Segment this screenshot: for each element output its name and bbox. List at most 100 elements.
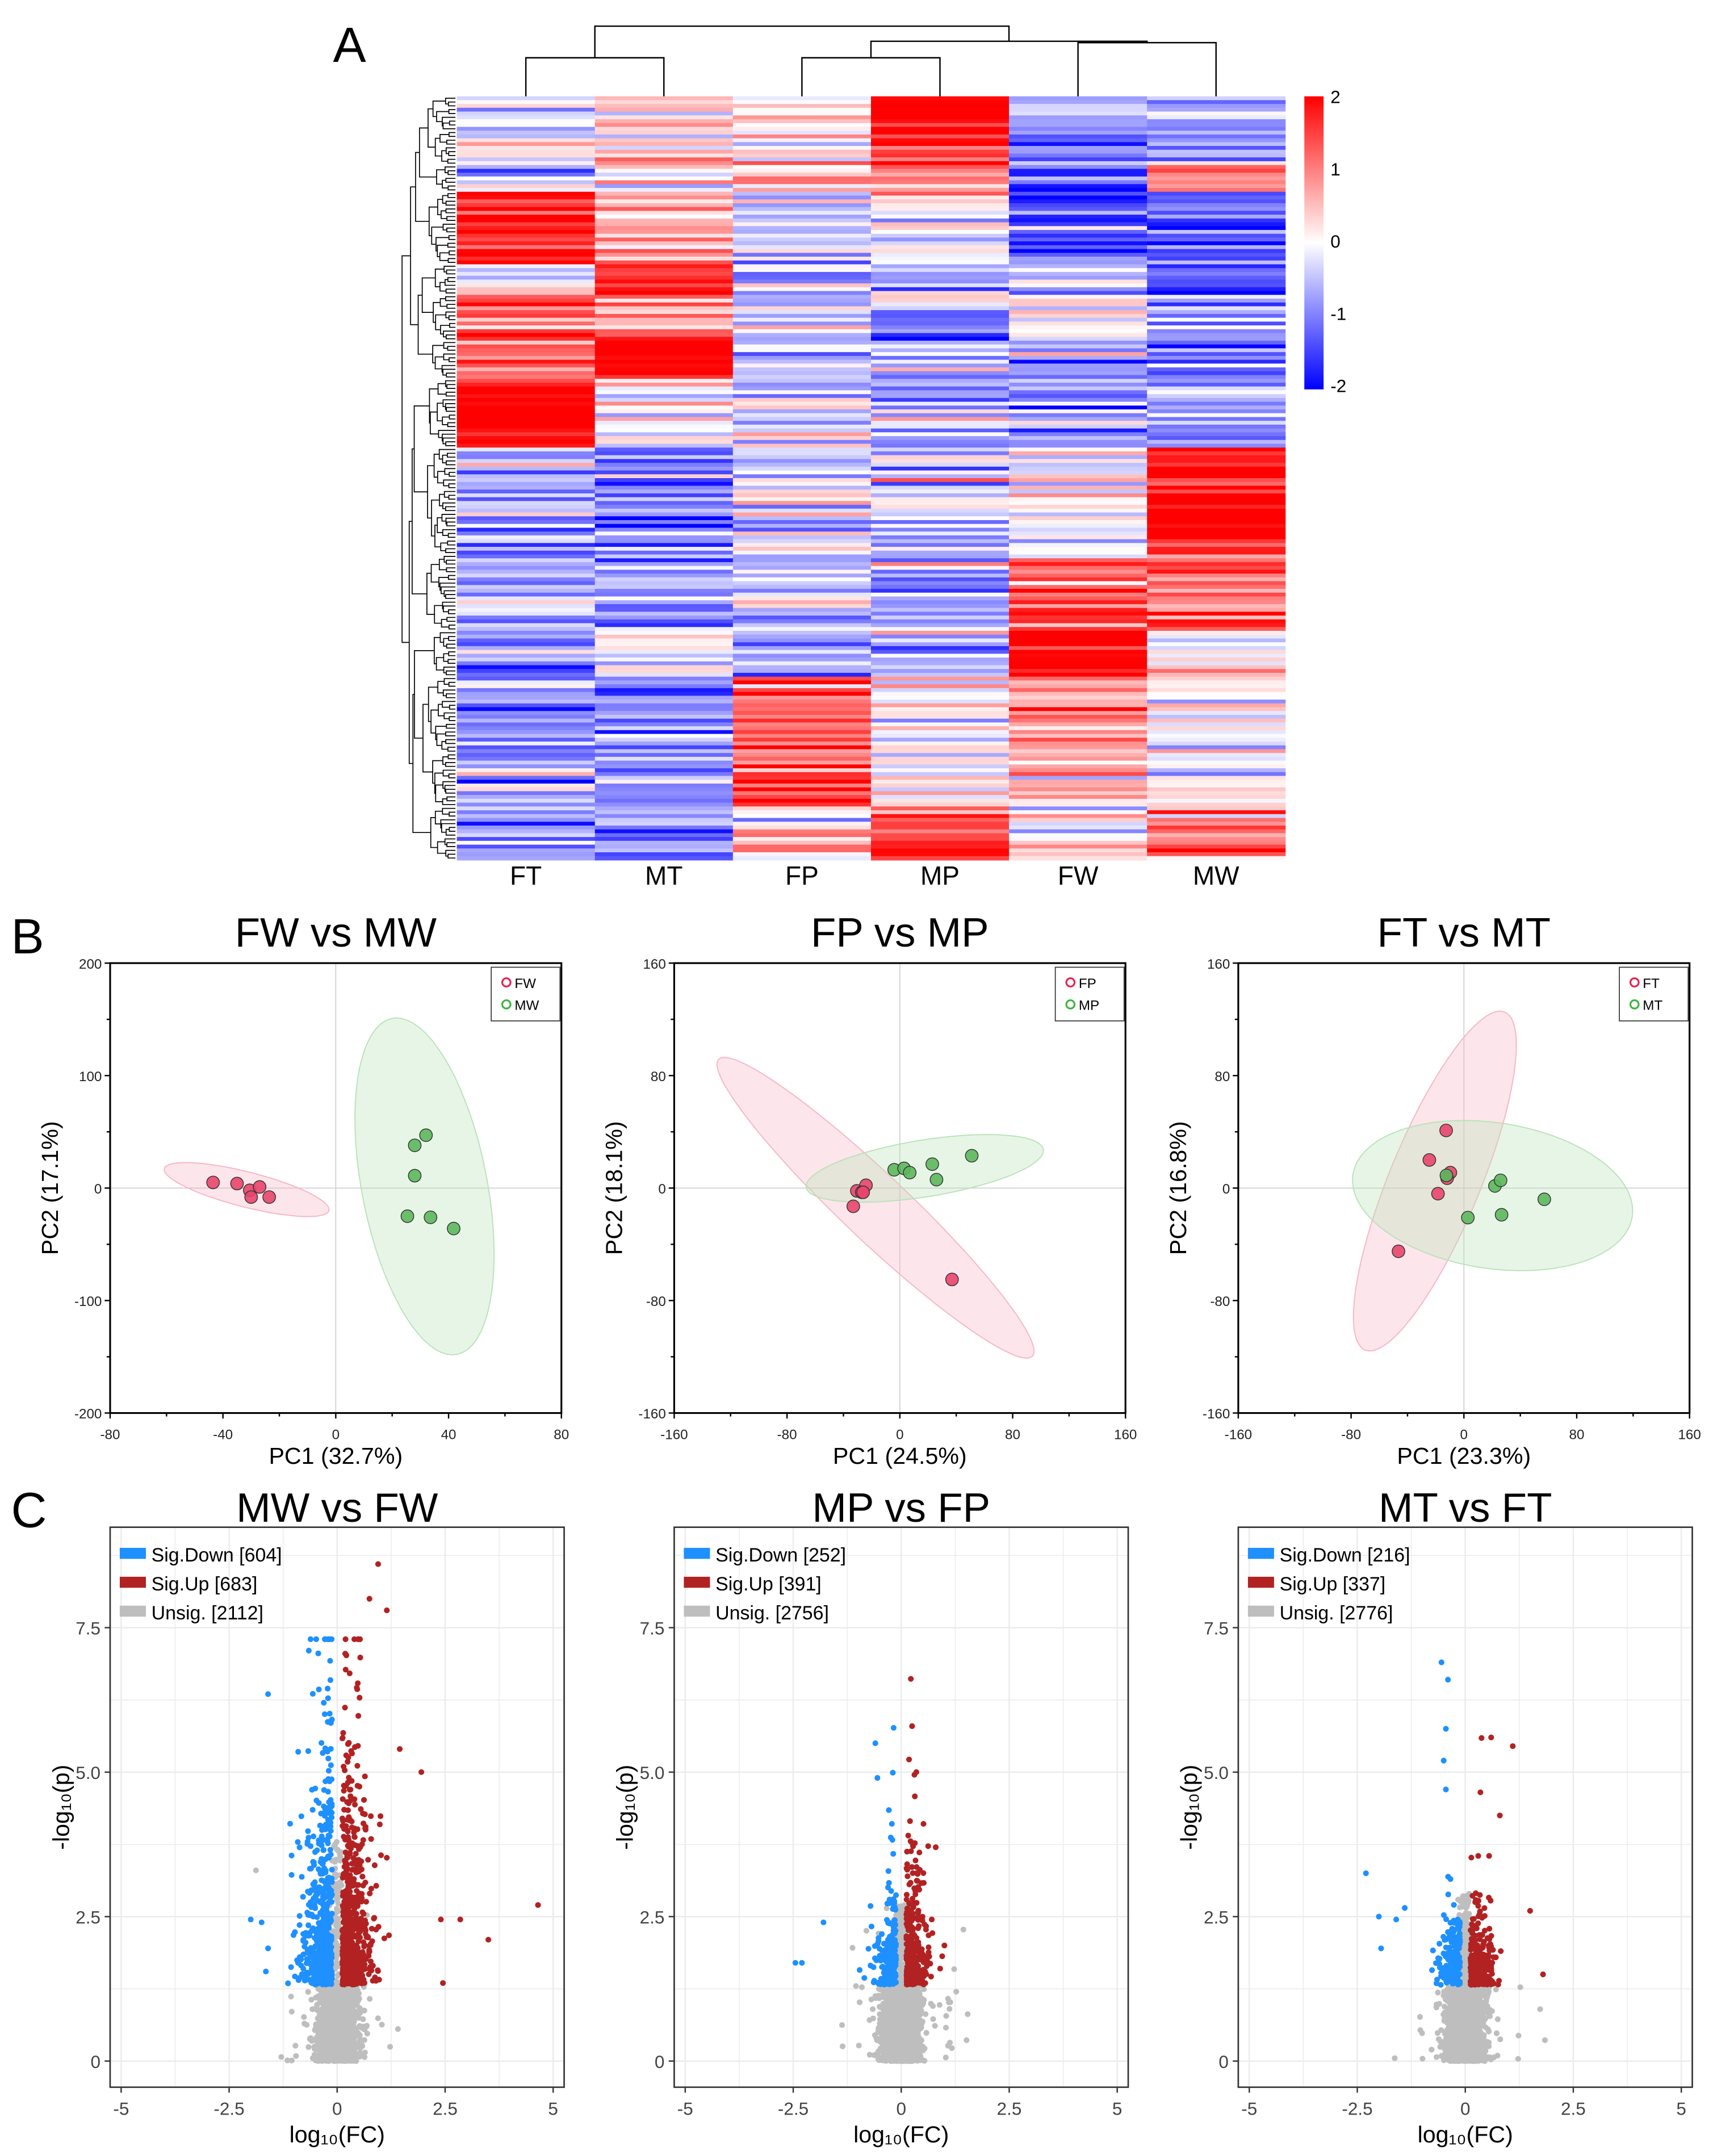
dendrogram-branch — [443, 605, 456, 613]
heatmap-cell — [1147, 115, 1286, 120]
confidence-ellipse — [1352, 1120, 1634, 1271]
heatmap-cell — [456, 623, 596, 628]
heatmap-cell — [456, 840, 596, 845]
heatmap-cell — [456, 264, 596, 269]
dendrogram-branch — [446, 140, 456, 145]
heatmap-cell — [870, 199, 1010, 204]
heatmap-cell — [1009, 535, 1148, 540]
heatmap-cell — [732, 718, 872, 723]
heatmap-cell — [594, 581, 734, 586]
heatmap-cell — [1147, 199, 1286, 204]
heatmap-cell — [732, 302, 872, 307]
heatmap-cell — [870, 764, 1010, 769]
heatmap-cell — [456, 722, 596, 727]
heatmap-cell — [594, 791, 734, 796]
heatmap-cell — [1009, 417, 1148, 422]
heatmap-cell — [1147, 478, 1286, 483]
heatmap-cell — [1147, 233, 1286, 238]
volcano-point — [354, 1901, 361, 1907]
heatmap-cell — [456, 798, 596, 803]
volcano-point — [345, 1975, 351, 1981]
volcano-point — [325, 1924, 331, 1931]
volcano-point — [300, 1965, 307, 1972]
dendrogram-branch — [449, 250, 456, 256]
heatmap-cell — [594, 302, 734, 307]
heatmap-cell — [870, 115, 1010, 120]
heatmap-cell — [594, 463, 734, 467]
data-point — [408, 1169, 422, 1183]
heatmap-cell — [594, 650, 734, 655]
dendrogram-branch — [434, 637, 441, 664]
dendrogram-branch — [434, 524, 441, 547]
heatmap-cell — [1009, 787, 1148, 792]
heatmap-cell — [870, 257, 1010, 261]
heatmap-cell — [870, 539, 1010, 544]
heatmap-cell — [1009, 749, 1148, 754]
heatmap-cell — [732, 432, 872, 437]
heatmap-cell — [456, 608, 596, 613]
heatmap-cell — [456, 157, 596, 162]
heatmap-cell — [732, 844, 872, 849]
heatmap-cell — [732, 344, 872, 349]
dendrogram-branch — [446, 227, 456, 233]
dendrogram-branch — [443, 638, 449, 647]
heatmap-cell — [1147, 764, 1286, 769]
volcano-point — [301, 2014, 307, 2020]
heatmap-cell — [594, 317, 734, 323]
heatmap-cell — [732, 271, 872, 277]
heatmap-cell — [870, 741, 1010, 746]
heatmap-cell — [1009, 153, 1148, 158]
heatmap-cell — [1009, 707, 1148, 712]
legend-marker-icon — [501, 977, 512, 987]
volcano-point — [344, 1931, 350, 1937]
heatmap-cell — [594, 818, 734, 823]
heatmap-cell — [1009, 833, 1148, 838]
heatmap-cell — [870, 703, 1010, 708]
heatmap-cell — [732, 409, 872, 414]
heatmap-cell — [456, 237, 596, 242]
heatmap-cell — [1147, 726, 1286, 731]
heatmap-cell — [870, 421, 1010, 425]
heatmap-cell — [732, 268, 872, 273]
dendrogram-branch — [446, 723, 456, 729]
heatmap-cell — [870, 535, 1010, 540]
volcano-point — [357, 2050, 363, 2056]
heatmap-cell — [594, 562, 734, 567]
heatmap-cell — [1147, 497, 1286, 502]
heatmap-cell — [1147, 131, 1286, 135]
heatmap-cell — [456, 352, 596, 357]
y-tick-label: -160 — [638, 1406, 665, 1422]
volcano-point — [334, 1847, 341, 1853]
volcano-point — [309, 1945, 315, 1952]
volcano-point — [310, 1881, 316, 1887]
heatmap-cell — [1147, 585, 1286, 589]
heatmap-cell — [870, 253, 1010, 257]
dendrogram-branch — [412, 694, 431, 834]
heatmap-cell — [870, 302, 1010, 307]
dendrogram-branch — [435, 237, 449, 252]
volcano-point — [253, 1867, 259, 1874]
heatmap-cell — [594, 844, 734, 849]
heatmap-cell — [456, 718, 596, 723]
heatmap-cell — [732, 253, 872, 257]
panel-label-a: A — [333, 18, 366, 73]
heatmap-cell — [594, 570, 734, 575]
heatmap-cell — [594, 627, 734, 631]
volcano-point — [378, 1852, 384, 1858]
heatmap-cell — [1147, 753, 1286, 757]
heatmap-cell — [594, 501, 734, 506]
volcano-point — [362, 1918, 368, 1924]
dendrogram-branch — [449, 120, 456, 125]
heatmap-cell — [732, 520, 872, 525]
volcano-point — [346, 2040, 352, 2046]
dendrogram-branch — [437, 245, 448, 257]
dendrogram-branch — [437, 383, 446, 395]
volcano-point — [366, 1948, 372, 1955]
volcano-point — [300, 1951, 307, 1958]
heatmap-cell — [1009, 726, 1148, 731]
heatmap-cell — [594, 443, 734, 449]
heatmap-cell — [1009, 844, 1148, 849]
heatmap-cell — [1147, 352, 1286, 357]
volcano-point — [328, 1828, 334, 1834]
